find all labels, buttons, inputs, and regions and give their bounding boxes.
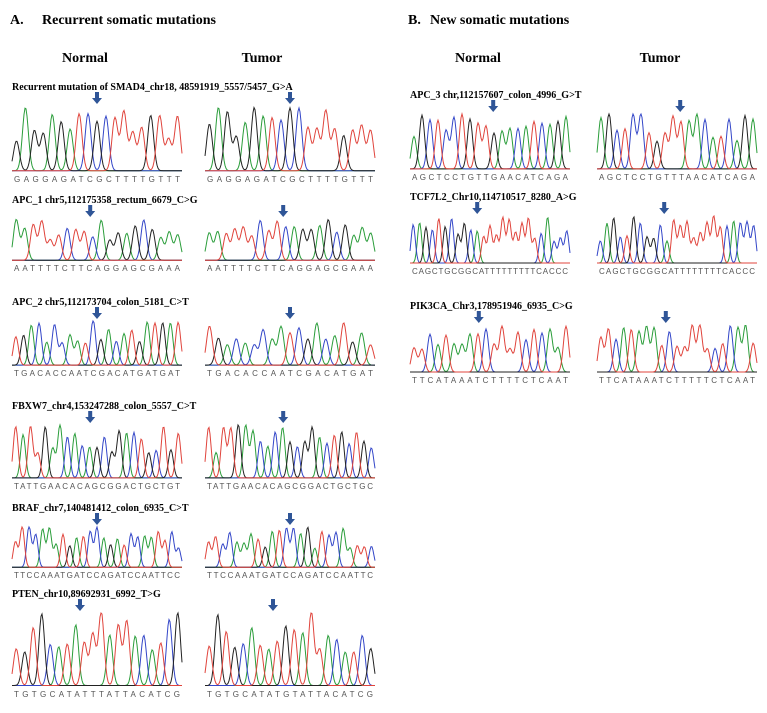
column-header: Normal: [455, 51, 501, 66]
panel-title: Recurrent somatic mutations: [42, 13, 216, 28]
mutation-arrow: [85, 205, 96, 217]
chromatogram-trace: [205, 107, 375, 172]
mutation-label: PIK3CA_Chr3,178951946_6935_C>G: [410, 301, 573, 312]
mutation-arrow: [92, 92, 102, 104]
base-sequence: TTCCAAATGATCCAGATCCAATTC: [207, 571, 373, 580]
chromatogram-trace: [204, 529, 375, 568]
base-sequence: TGTGCATATGTATTACATCG: [207, 690, 373, 699]
mutation-arrow: [75, 599, 85, 611]
mutation-arrow: [660, 311, 671, 323]
chromatogram-trace: [12, 525, 183, 568]
chromatogram-trace: [410, 112, 570, 170]
chromatogram-trace: [205, 219, 375, 261]
mutation-label: APC_3 chr,112157607_colon_4996_G>T: [410, 90, 582, 101]
mutation-arrow: [85, 411, 96, 423]
chromatogram-trace: [11, 114, 182, 172]
mutation-arrow: [473, 311, 484, 323]
base-sequence: CAGCTGCGGCATTTTTTTTCACCC: [599, 267, 755, 276]
mutation-label: Recurrent mutation of SMAD4_chr18, 48591…: [12, 82, 294, 93]
chromatogram-trace: [12, 611, 183, 686]
chromatogram-trace: [205, 423, 375, 479]
mutation-arrow: [278, 411, 289, 423]
chromatogram-trace: [410, 115, 570, 170]
mutation-arrow: [659, 202, 670, 214]
base-sequence: TGACACCAATCGACATGAT: [207, 369, 373, 378]
column-header: Normal: [62, 51, 108, 66]
mutation-arrow: [285, 307, 295, 319]
mutation-arrow: [488, 100, 499, 112]
base-sequence: CAGCTGCGGCATTTTTTTTTCACCC: [412, 267, 568, 276]
chromatogram-trace: [204, 106, 375, 172]
base-sequence: AGCTCCTGTTGAACATCAGA: [412, 173, 569, 182]
chromatogram-trace: [410, 327, 570, 373]
mutation-label: APC_1 chr5,112175358_rectum_6679_C>G: [12, 195, 198, 206]
chromatogram-trace: [11, 525, 182, 568]
chromatogram-trace: [11, 611, 182, 686]
base-sequence: AATTTTCTTCAGGAGCGAAA: [207, 264, 374, 273]
chromatogram-trace: [410, 327, 570, 373]
panel-title: New somatic mutations: [430, 13, 570, 28]
chromatogram-trace: [205, 634, 375, 686]
chromatogram-trace: [12, 430, 182, 479]
mutation-arrow: [472, 202, 483, 214]
mutation-label: TCF7L2_Chr10,114710517_8280_A>G: [410, 192, 577, 203]
mutation-arrow: [92, 307, 102, 319]
chromatogram-trace: [205, 106, 375, 172]
mutation-label: APC_2 chr5,112173704_colon_5181_C>T: [12, 297, 189, 308]
chromatogram-trace: [596, 323, 758, 373]
chromatogram-trace: [205, 430, 376, 479]
panel-label: B.: [408, 13, 421, 28]
chromatogram-trace: [204, 224, 376, 261]
chromatogram-trace: [205, 108, 376, 172]
base-sequence: TTCCAAATGATCCAGATCCAATTCC: [14, 571, 180, 580]
chromatogram-trace: [12, 526, 182, 568]
chromatogram-trace: [596, 112, 758, 170]
chromatogram-trace: [410, 113, 570, 170]
chromatogram-trace: [205, 423, 375, 479]
chromatogram-trace: [12, 425, 182, 479]
mutation-label: FBXW7_chr4,153247288_colon_5557_C>T: [12, 401, 197, 412]
panel-label: A.: [10, 13, 24, 28]
chromatogram-trace: [409, 324, 571, 373]
column-header: Tumor: [640, 51, 681, 66]
chromatogram-trace: [204, 612, 375, 686]
chromatogram-trace: [409, 114, 571, 170]
base-sequence: GAGGAGATCGCTTTTGTTT: [207, 175, 373, 184]
mutation-arrow: [278, 205, 289, 217]
mutation-label: BRAF_chr7,140481412_colon_6935_C>T: [12, 503, 189, 514]
chromatogram-trace: [12, 219, 182, 261]
base-sequence: AGCTCCTGTTTAACATCAGA: [599, 173, 756, 182]
base-sequence: TTCATAAATCTTTTCTCAAT: [412, 376, 568, 385]
base-sequence: TATTGAACACAGCGGACTGCTGT: [14, 482, 180, 491]
chromatogram-trace: [204, 426, 375, 479]
mutation-arrow: [285, 92, 295, 104]
chromatogram-trace: [11, 320, 183, 366]
chromatogram-trace: [596, 219, 758, 264]
chromatogram-trace: [12, 623, 182, 686]
chromatogram-trace: [597, 214, 757, 264]
base-sequence: TGTGCATATTTATTACATCG: [14, 690, 180, 699]
mutation-arrow: [268, 599, 278, 611]
chromatogram-trace: [12, 109, 183, 172]
mutation-arrow: [285, 513, 295, 525]
chromatogram-trace: [597, 114, 757, 170]
base-sequence: GAGGAGATCGCTTTTGTTT: [14, 175, 180, 184]
base-sequence: TGACACCAATCGACATGATGAT: [14, 369, 180, 378]
chromatogram-trace: [204, 322, 376, 366]
mutation-arrow: [675, 100, 686, 112]
chromatogram-trace: [11, 425, 183, 479]
chromatogram-trace: [410, 215, 570, 264]
mutation-label: PTEN_chr10,89692931_6992_T>G: [12, 589, 161, 600]
column-header: Tumor: [242, 51, 283, 66]
base-sequence: TATTGAACACAGCGGACTGCTGC: [207, 482, 373, 491]
chromatogram-trace: [597, 220, 757, 264]
chromatogram-trace: [12, 225, 182, 261]
base-sequence: AATTTTCTTCAGGAGCGAAA: [14, 264, 181, 273]
mutation-arrow: [92, 513, 102, 525]
base-sequence: TTCATAAATCTTTTTCTCAAT: [599, 376, 755, 385]
